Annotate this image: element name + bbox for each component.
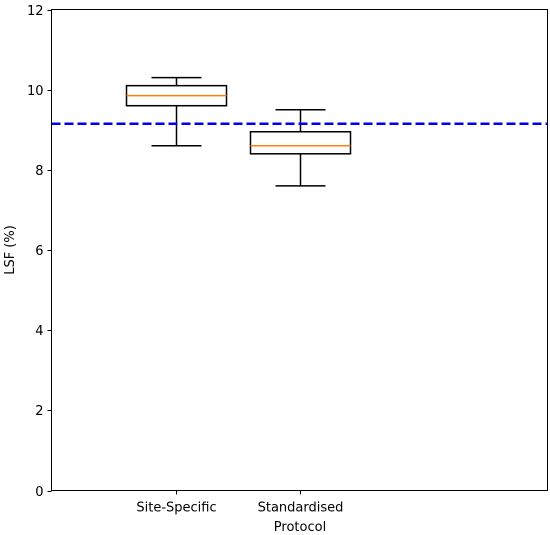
iqr-box — [249, 131, 352, 155]
box-standardised — [249, 108, 352, 187]
y-tick-label: 6 — [35, 244, 43, 259]
x-axis: Site-Specific Standardised — [136, 490, 344, 516]
y-tick-label: 0 — [35, 485, 43, 500]
plot-frame — [51, 9, 548, 491]
y-tick-label: 2 — [35, 404, 43, 419]
y-tick-label: 12 — [27, 4, 44, 19]
box-series — [125, 76, 352, 187]
y-tick-label: 4 — [35, 324, 43, 339]
x-tick-label: Standardised — [258, 501, 344, 516]
y-tick-label: 10 — [27, 84, 44, 99]
x-tick-label: Site-Specific — [136, 501, 216, 516]
x-axis-label: Protocol — [274, 520, 326, 535]
y-tick-label: 8 — [35, 164, 43, 179]
y-axis-label: LSF (%) — [3, 225, 18, 275]
box-site-specific — [125, 76, 228, 147]
y-axis: 0 2 4 6 8 10 12 — [27, 4, 52, 500]
